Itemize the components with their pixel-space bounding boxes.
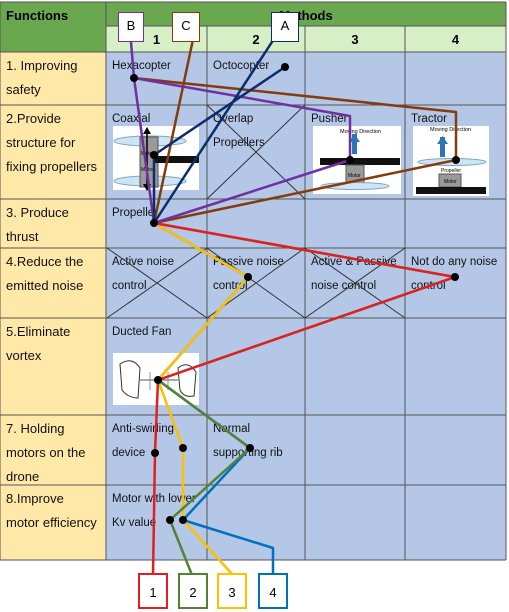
function-cell-5: 7. Holding motors on the drone bbox=[0, 415, 106, 485]
function-cell-2: 3. Produce thrust bbox=[0, 199, 106, 248]
concept-label-4: 4 bbox=[258, 573, 288, 609]
concept-label-1: 1 bbox=[138, 573, 168, 609]
function-cell-3: 4.Reduce the emitted noise bbox=[0, 248, 106, 318]
concept-label-a: A bbox=[271, 12, 299, 42]
concept-label-3: 3 bbox=[217, 573, 247, 609]
concept-label-c: C bbox=[172, 12, 200, 42]
functions-header: Functions bbox=[0, 2, 106, 52]
function-cell-4: 5.Eliminate vortex bbox=[0, 318, 106, 415]
function-cell-0: 1. Improving safety bbox=[0, 52, 106, 105]
function-cell-6: 8.Improve motor efficiency bbox=[0, 485, 106, 560]
concept-label-b: B bbox=[118, 12, 144, 42]
function-cell-1: 2.Provide structure for fixing propeller… bbox=[0, 105, 106, 199]
concept-label-2: 2 bbox=[178, 573, 208, 609]
